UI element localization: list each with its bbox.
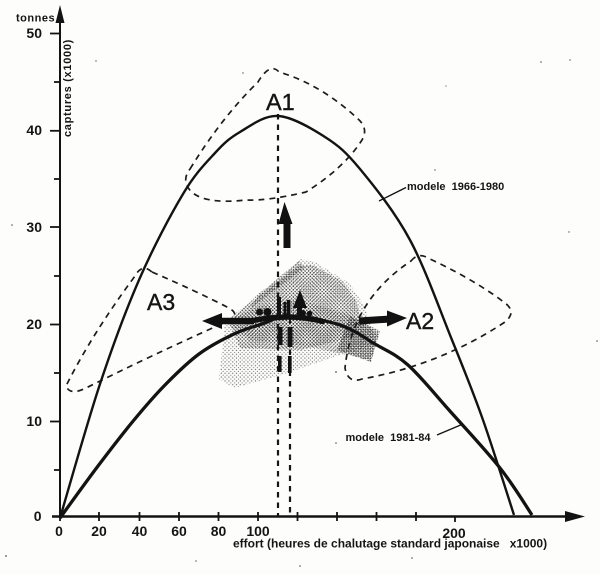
svg-text:30: 30 — [26, 219, 42, 235]
svg-text:captures (x1000): captures (x1000) — [62, 39, 74, 137]
svg-text:A3: A3 — [147, 289, 175, 315]
svg-text:A1: A1 — [266, 89, 295, 115]
svg-text:60: 60 — [171, 523, 187, 539]
svg-text:0: 0 — [55, 523, 63, 539]
svg-text:10: 10 — [26, 413, 42, 429]
svg-text:tonnes: tonnes — [16, 13, 55, 25]
svg-text:20: 20 — [26, 316, 42, 332]
svg-text:modele 1966-1980: modele 1966-1980 — [407, 181, 504, 193]
svg-text:20: 20 — [91, 523, 107, 539]
svg-text:0: 0 — [34, 508, 42, 524]
svg-text:80: 80 — [211, 523, 227, 539]
svg-text:modele 1981-84: modele 1981-84 — [346, 432, 432, 444]
svg-text:40: 40 — [132, 523, 148, 539]
svg-text:100: 100 — [246, 523, 270, 539]
svg-text:effort (heures de chalutage st: effort (heures de chalutage standard jap… — [233, 537, 547, 551]
svg-text:200: 200 — [442, 525, 466, 541]
svg-text:50: 50 — [26, 25, 42, 41]
svg-text:A2: A2 — [406, 308, 434, 334]
svg-text:40: 40 — [26, 122, 42, 138]
